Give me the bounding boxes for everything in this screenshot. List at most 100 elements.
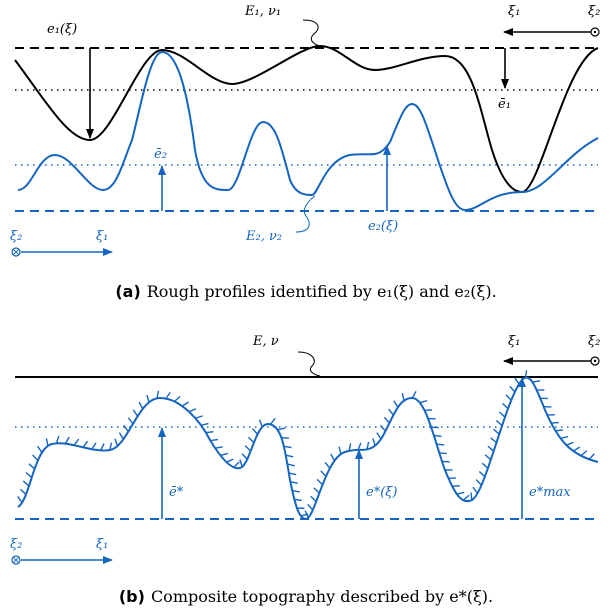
- hatch-tick: [294, 498, 302, 502]
- hatch-tick: [132, 409, 139, 417]
- hatch-tick: [226, 458, 234, 463]
- hatch-tick: [247, 436, 255, 444]
- hatch-tick: [37, 445, 43, 453]
- hatch-tick: [22, 480, 30, 487]
- hatch-tick: [478, 471, 486, 478]
- hatch-tick: [91, 442, 97, 450]
- hatch-tick: [258, 419, 263, 428]
- hatch-tick: [401, 393, 405, 401]
- hatch-tick: [379, 424, 386, 432]
- hatch-tick: [509, 385, 516, 393]
- hatch-tick: [55, 435, 60, 444]
- hatch-tick: [572, 446, 581, 452]
- hatch-tick: [123, 425, 129, 433]
- hatch-tick: [505, 394, 512, 401]
- emax-label: e*max: [529, 485, 571, 500]
- hatch-tick: [498, 411, 506, 418]
- hatch-tick: [338, 446, 342, 455]
- hatch-tick: [20, 488, 27, 496]
- hatch-tick: [493, 428, 500, 435]
- xi2-bottom-label: ξ₂: [10, 229, 22, 244]
- hatch-tick: [64, 436, 70, 444]
- hatch-tick: [495, 420, 503, 427]
- hatch-tick: [580, 450, 588, 457]
- hatch-tick: [376, 432, 382, 440]
- hatch-tick: [28, 463, 36, 470]
- panel-b: E, ν ē* e*(ξ) e*max ξ₁ ξ₂ ξ₂ ξ₁ (b) Compo…: [10, 334, 600, 606]
- hatch-tick: [307, 503, 314, 511]
- hatch-tick: [502, 402, 509, 410]
- xi1-bottom-label-b: ξ₁: [96, 537, 108, 552]
- hatch-tick: [195, 415, 203, 419]
- E2-nu2-label: E₂, ν₂: [245, 229, 282, 244]
- xi2-bottom-label-b: ξ₂: [10, 537, 22, 552]
- xi2-bottom-cross-icon-b: [12, 556, 20, 564]
- hatch-tick: [281, 437, 290, 439]
- hatch-tick: [316, 478, 324, 486]
- hatch-tick: [45, 438, 49, 447]
- hatch-tick: [487, 445, 495, 452]
- hatch-tick: [17, 496, 23, 504]
- caption-a-text: Rough profiles identified by e₁(ξ) and e…: [147, 282, 497, 301]
- hatch-tick: [32, 454, 39, 462]
- hatch-tick: [481, 462, 489, 469]
- xi2-top-label: ξ₂: [588, 4, 600, 19]
- xi2-top-dot-icon-b: [593, 359, 597, 363]
- hatch-tick: [241, 453, 248, 460]
- e1bar-label: ē₁: [498, 97, 511, 112]
- caption-b-text: Composite topography described by e*(ξ).: [151, 587, 493, 606]
- hatch-tick: [524, 370, 528, 378]
- hatch-tick: [287, 463, 295, 467]
- hatch-tick: [551, 421, 559, 424]
- hatch-tick: [146, 394, 150, 403]
- hatch-tick: [393, 400, 399, 408]
- hatch-tick: [304, 510, 310, 518]
- hatch-tick: [181, 401, 189, 407]
- hatch-tick: [244, 445, 252, 452]
- hatch-tick: [127, 417, 134, 425]
- hatch-tick: [215, 446, 223, 449]
- hatch-tick: [439, 452, 447, 455]
- surface-1-profile: [14, 44, 599, 194]
- hatch-tick: [233, 461, 240, 468]
- hatch-tick: [310, 495, 317, 503]
- hatch-tick: [188, 408, 197, 413]
- composite-hatches: [17, 370, 595, 518]
- estar-label: e*(ξ): [366, 485, 398, 500]
- hatch-tick: [138, 401, 144, 410]
- surface-2-profile: [17, 50, 599, 212]
- xi2-bottom-cross-icon: [12, 248, 20, 256]
- E2-leader: [295, 195, 316, 233]
- hatch-tick: [532, 380, 541, 383]
- hatch-tick: [490, 437, 497, 444]
- hatch-tick: [290, 481, 298, 484]
- hatch-tick: [320, 470, 327, 477]
- hatch-tick: [411, 390, 417, 399]
- hatch-tick: [330, 453, 336, 462]
- hatch-tick: [452, 485, 460, 487]
- hatch-tick: [514, 377, 520, 385]
- hatch-tick: [431, 426, 439, 429]
- hatch-tick: [462, 494, 470, 501]
- hatch-tick: [205, 430, 214, 434]
- xi1-bottom-label: ξ₁: [96, 229, 108, 244]
- hatch-tick: [118, 432, 124, 440]
- E-nu-label: E, ν: [252, 334, 279, 349]
- hatch-tick: [441, 460, 450, 463]
- xi1-top-label: ξ₁: [508, 4, 520, 19]
- xi2-top-label-b: ξ₂: [588, 334, 600, 349]
- hatch-tick: [156, 390, 160, 399]
- hatch-tick: [436, 443, 445, 446]
- hatch-tick: [588, 453, 595, 460]
- caption-a: (a) Rough profiles identified by e₁(ξ) an…: [115, 282, 496, 301]
- hatch-tick: [484, 454, 492, 461]
- hatch-tick: [366, 441, 370, 450]
- hatch-tick: [472, 486, 479, 494]
- hatch-tick: [348, 443, 352, 451]
- hatch-tick: [25, 471, 33, 479]
- hatch-tick: [388, 408, 394, 416]
- xi2-top-dot-icon: [593, 30, 597, 34]
- hatch-tick: [470, 492, 473, 501]
- hatch-tick: [313, 487, 320, 494]
- hatch-tick: [269, 417, 276, 425]
